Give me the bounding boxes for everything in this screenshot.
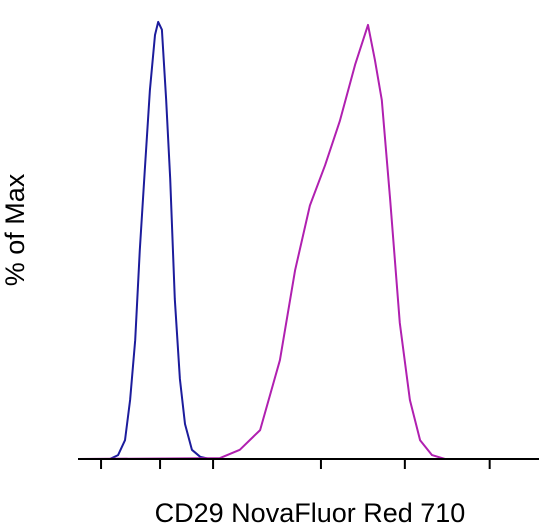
y-axis-label: % of Max — [0, 173, 30, 286]
x-axis-label: CD29 NovaFluor Red 710 — [155, 498, 466, 526]
series-line — [77, 23, 539, 460]
series-line — [78, 20, 539, 460]
